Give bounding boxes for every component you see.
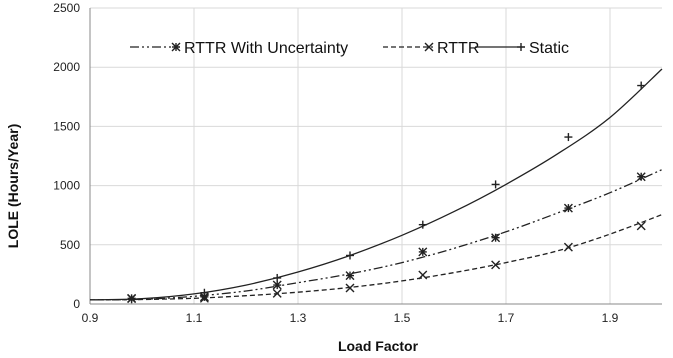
marker-stroke <box>199 293 209 303</box>
asterisk-marker <box>272 280 282 290</box>
x-tick-label: 1.7 <box>498 311 515 325</box>
legend-label: RTTR With Uncertainty <box>184 40 348 57</box>
legend: RTTR With Uncertainty RTTR Static <box>130 40 569 57</box>
y-tick-label: 2500 <box>53 1 80 15</box>
x-tick-label: 1.9 <box>602 311 619 325</box>
marker-stroke <box>418 247 428 257</box>
marker-stroke <box>272 288 282 298</box>
marker-stroke <box>491 233 501 243</box>
x-marker <box>345 283 355 293</box>
marker-stroke <box>345 283 355 293</box>
trend-line-static <box>89 68 663 301</box>
x-marker <box>563 242 573 252</box>
series-layer <box>89 68 663 304</box>
legend-item-rttr: RTTR <box>383 40 479 57</box>
marker-stroke <box>491 260 501 270</box>
x-marker <box>199 293 209 303</box>
asterisk-marker <box>636 172 646 182</box>
plus-marker <box>517 43 525 51</box>
plus-marker <box>200 288 209 297</box>
plus-marker <box>564 133 573 142</box>
marker-stroke <box>563 242 573 252</box>
marker-stroke <box>171 42 181 52</box>
plus-marker <box>127 295 136 304</box>
trend-line-rttr <box>89 213 663 301</box>
x-marker <box>272 288 282 298</box>
marker-stroke <box>636 172 646 182</box>
axes: 0 500 1000 1500 2000 2500 0.9 1.1 1.3 1.5 1.7 1.9 <box>53 1 662 325</box>
marker-stroke <box>418 270 428 280</box>
x-tick-label: 1.3 <box>290 311 307 325</box>
legend-item-static: Static <box>475 40 569 57</box>
legend-label: Static <box>529 40 569 57</box>
y-tick-label: 1000 <box>53 179 80 193</box>
y-tick-label: 0 <box>73 297 80 311</box>
plus-marker <box>637 81 646 90</box>
plus-marker <box>273 273 282 282</box>
gridlines <box>90 7 662 304</box>
y-tick-label: 500 <box>60 238 80 252</box>
asterisk-marker <box>171 42 181 52</box>
y-tick-label: 1500 <box>53 119 80 133</box>
plus-marker <box>491 180 500 189</box>
legend-item-rttr-with-uncertainty: RTTR With Uncertainty <box>130 40 348 57</box>
y-axis-title: LOLE (Hours/Year) <box>5 124 21 248</box>
plus-marker <box>418 220 427 229</box>
x-marker <box>424 42 434 52</box>
marker-stroke <box>345 271 355 281</box>
asterisk-marker <box>418 247 428 257</box>
marker-stroke <box>424 42 434 52</box>
marker-stroke <box>272 280 282 290</box>
marker-stroke <box>199 292 209 302</box>
asterisk-marker <box>563 203 573 213</box>
asterisk-marker <box>345 271 355 281</box>
x-tick-label: 0.9 <box>82 311 99 325</box>
trend-line-rttr-with-uncertainty <box>89 169 663 301</box>
legend-label: RTTR <box>437 40 479 57</box>
marker-stroke <box>563 203 573 213</box>
x-tick-label: 1.1 <box>186 311 203 325</box>
plus-marker <box>346 251 354 260</box>
x-axis-title: Load Factor <box>338 338 419 354</box>
x-marker <box>491 260 501 270</box>
x-tick-label: 1.5 <box>394 311 411 325</box>
marker-stroke <box>636 221 646 231</box>
x-marker <box>636 221 646 231</box>
series-static <box>89 68 663 304</box>
x-marker <box>418 270 428 280</box>
y-tick-label: 2000 <box>53 60 80 74</box>
asterisk-marker <box>491 233 501 243</box>
